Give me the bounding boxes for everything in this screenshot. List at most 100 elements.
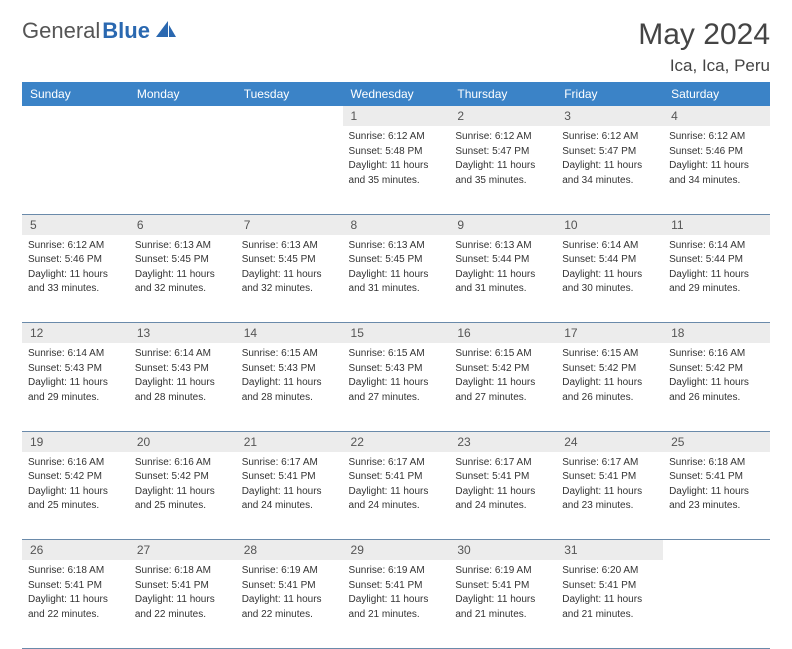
day-number-row: 262728293031 — [22, 540, 770, 561]
day-info-cell: Sunrise: 6:15 AMSunset: 5:42 PMDaylight:… — [556, 343, 663, 431]
day-number-row: 1234 — [22, 106, 770, 126]
daylight-line1: Daylight: 11 hours — [455, 159, 550, 173]
sunset-text: Sunset: 5:42 PM — [562, 362, 657, 376]
daylight-line2: and 27 minutes. — [349, 391, 444, 405]
sunrise-text: Sunrise: 6:13 AM — [135, 239, 230, 253]
sunset-text: Sunset: 5:41 PM — [455, 470, 550, 484]
sun-info: Sunrise: 6:14 AMSunset: 5:43 PMDaylight:… — [22, 343, 129, 413]
sun-info: Sunrise: 6:15 AMSunset: 5:43 PMDaylight:… — [343, 343, 450, 413]
day-info-cell: Sunrise: 6:15 AMSunset: 5:43 PMDaylight:… — [343, 343, 450, 431]
daylight-line2: and 25 minutes. — [28, 499, 123, 513]
sunset-text: Sunset: 5:41 PM — [135, 579, 230, 593]
day-number-cell: 26 — [22, 540, 129, 561]
daylight-line2: and 21 minutes. — [562, 608, 657, 622]
day-number-cell: 3 — [556, 106, 663, 126]
sunrise-text: Sunrise: 6:20 AM — [562, 564, 657, 578]
daylight-line1: Daylight: 11 hours — [455, 376, 550, 390]
sunset-text: Sunset: 5:41 PM — [349, 470, 444, 484]
day-info-cell: Sunrise: 6:19 AMSunset: 5:41 PMDaylight:… — [236, 560, 343, 648]
day-info-cell — [663, 560, 770, 648]
day-number-cell — [22, 106, 129, 126]
month-title: May 2024 — [638, 18, 770, 52]
sunrise-text: Sunrise: 6:14 AM — [562, 239, 657, 253]
daylight-line1: Daylight: 11 hours — [562, 376, 657, 390]
sun-info: Sunrise: 6:15 AMSunset: 5:42 PMDaylight:… — [556, 343, 663, 413]
sunrise-text: Sunrise: 6:12 AM — [455, 130, 550, 144]
sun-info: Sunrise: 6:12 AMSunset: 5:46 PMDaylight:… — [22, 235, 129, 305]
sun-info: Sunrise: 6:14 AMSunset: 5:44 PMDaylight:… — [663, 235, 770, 305]
sun-info: Sunrise: 6:17 AMSunset: 5:41 PMDaylight:… — [236, 452, 343, 522]
brand-part1: General — [22, 18, 100, 44]
sun-info: Sunrise: 6:19 AMSunset: 5:41 PMDaylight:… — [343, 560, 450, 630]
sunset-text: Sunset: 5:43 PM — [135, 362, 230, 376]
daylight-line2: and 24 minutes. — [242, 499, 337, 513]
day-info-cell — [22, 126, 129, 214]
sun-info: Sunrise: 6:19 AMSunset: 5:41 PMDaylight:… — [236, 560, 343, 630]
sunrise-text: Sunrise: 6:12 AM — [349, 130, 444, 144]
sunset-text: Sunset: 5:45 PM — [242, 253, 337, 267]
day-number-cell: 22 — [343, 431, 450, 452]
sun-info: Sunrise: 6:18 AMSunset: 5:41 PMDaylight:… — [22, 560, 129, 630]
day-number-cell: 17 — [556, 323, 663, 344]
daylight-line1: Daylight: 11 hours — [135, 376, 230, 390]
sun-info: Sunrise: 6:14 AMSunset: 5:43 PMDaylight:… — [129, 343, 236, 413]
sun-info: Sunrise: 6:17 AMSunset: 5:41 PMDaylight:… — [343, 452, 450, 522]
daylight-line1: Daylight: 11 hours — [669, 159, 764, 173]
day-info-cell: Sunrise: 6:17 AMSunset: 5:41 PMDaylight:… — [556, 452, 663, 540]
daylight-line2: and 35 minutes. — [455, 174, 550, 188]
sunrise-text: Sunrise: 6:15 AM — [242, 347, 337, 361]
day-number-cell: 6 — [129, 214, 236, 235]
sun-info: Sunrise: 6:16 AMSunset: 5:42 PMDaylight:… — [663, 343, 770, 413]
sunset-text: Sunset: 5:47 PM — [562, 145, 657, 159]
day-info-cell: Sunrise: 6:16 AMSunset: 5:42 PMDaylight:… — [22, 452, 129, 540]
weekday-header: Monday — [129, 82, 236, 106]
day-number-row: 12131415161718 — [22, 323, 770, 344]
day-info-row: Sunrise: 6:18 AM Sunset: 5:41 PM Daylight:… — [22, 560, 770, 648]
day-info-cell: Sunrise: 6:14 AMSunset: 5:44 PMDaylight:… — [663, 235, 770, 323]
day-number-cell: 25 — [663, 431, 770, 452]
sunset-text: Sunset: 5:41 PM — [242, 470, 337, 484]
daylight-line2: and 24 minutes. — [455, 499, 550, 513]
daylight-line2: and 26 minutes. — [562, 391, 657, 405]
day-number-cell: 18 — [663, 323, 770, 344]
sunset-text: Sunset: 5:41 PM — [562, 470, 657, 484]
calendar-body: 1234Sunrise: 6:12 AMSunset: 5:48 PMDayli… — [22, 106, 770, 648]
sunrise-text: Sunrise: 6:18 AM — [28, 564, 123, 578]
sun-info: Sunrise: 6:18 AMSunset: 5:41 PMDaylight:… — [129, 560, 236, 630]
sun-info: Sunrise: 6:16 AMSunset: 5:42 PMDaylight:… — [129, 452, 236, 522]
daylight-line1: Daylight: 11 hours — [135, 268, 230, 282]
daylight-line2: and 32 minutes. — [242, 282, 337, 296]
day-info-row: Sunrise: 6:12 AMSunset: 5:48 PMDaylight:… — [22, 126, 770, 214]
daylight-line1: Daylight: 11 hours — [562, 159, 657, 173]
daylight-line2: and 23 minutes. — [562, 499, 657, 513]
sunrise-text: Sunrise: 6:17 AM — [349, 456, 444, 470]
day-info-cell: Sunrise: 6:19 AMSunset: 5:41 PMDaylight:… — [449, 560, 556, 648]
daylight-line2: and 34 minutes. — [669, 174, 764, 188]
calendar-table: SundayMondayTuesdayWednesdayThursdayFrid… — [22, 82, 770, 649]
daylight-line1: Daylight: 11 hours — [669, 268, 764, 282]
sunset-text: Sunset: 5:48 PM — [349, 145, 444, 159]
brand-part2: Blue — [102, 18, 150, 44]
day-number-cell: 19 — [22, 431, 129, 452]
sun-info: Sunrise: 6:17 AMSunset: 5:41 PMDaylight:… — [449, 452, 556, 522]
day-number-cell: 20 — [129, 431, 236, 452]
weekday-header: Tuesday — [236, 82, 343, 106]
sun-info: Sunrise: 6:15 AMSunset: 5:42 PMDaylight:… — [449, 343, 556, 413]
sun-info: Sunrise: 6:16 AMSunset: 5:42 PMDaylight:… — [22, 452, 129, 522]
daylight-line1: Daylight: 11 hours — [562, 593, 657, 607]
day-info-cell: Sunrise: 6:17 AMSunset: 5:41 PMDaylight:… — [449, 452, 556, 540]
sun-info: Sunrise: 6:17 AMSunset: 5:41 PMDaylight:… — [556, 452, 663, 522]
sunrise-text: Sunrise: 6:17 AM — [242, 456, 337, 470]
sun-info: Sunrise: 6:13 AMSunset: 5:45 PMDaylight:… — [129, 235, 236, 305]
daylight-line2: and 28 minutes. — [135, 391, 230, 405]
day-info-cell: Sunrise: 6:15 AMSunset: 5:42 PMDaylight:… — [449, 343, 556, 431]
weekday-header: Thursday — [449, 82, 556, 106]
day-number-cell: 11 — [663, 214, 770, 235]
day-number-row: 567891011 — [22, 214, 770, 235]
daylight-line2: and 21 minutes. — [349, 608, 444, 622]
sunrise-text: Sunrise: 6:13 AM — [349, 239, 444, 253]
day-number-cell: 12 — [22, 323, 129, 344]
sunset-text: Sunset: 5:42 PM — [669, 362, 764, 376]
sun-info: Sunrise: 6:12 AMSunset: 5:48 PMDaylight:… — [343, 126, 450, 196]
sunrise-text: Sunrise: 6:12 AM — [562, 130, 657, 144]
